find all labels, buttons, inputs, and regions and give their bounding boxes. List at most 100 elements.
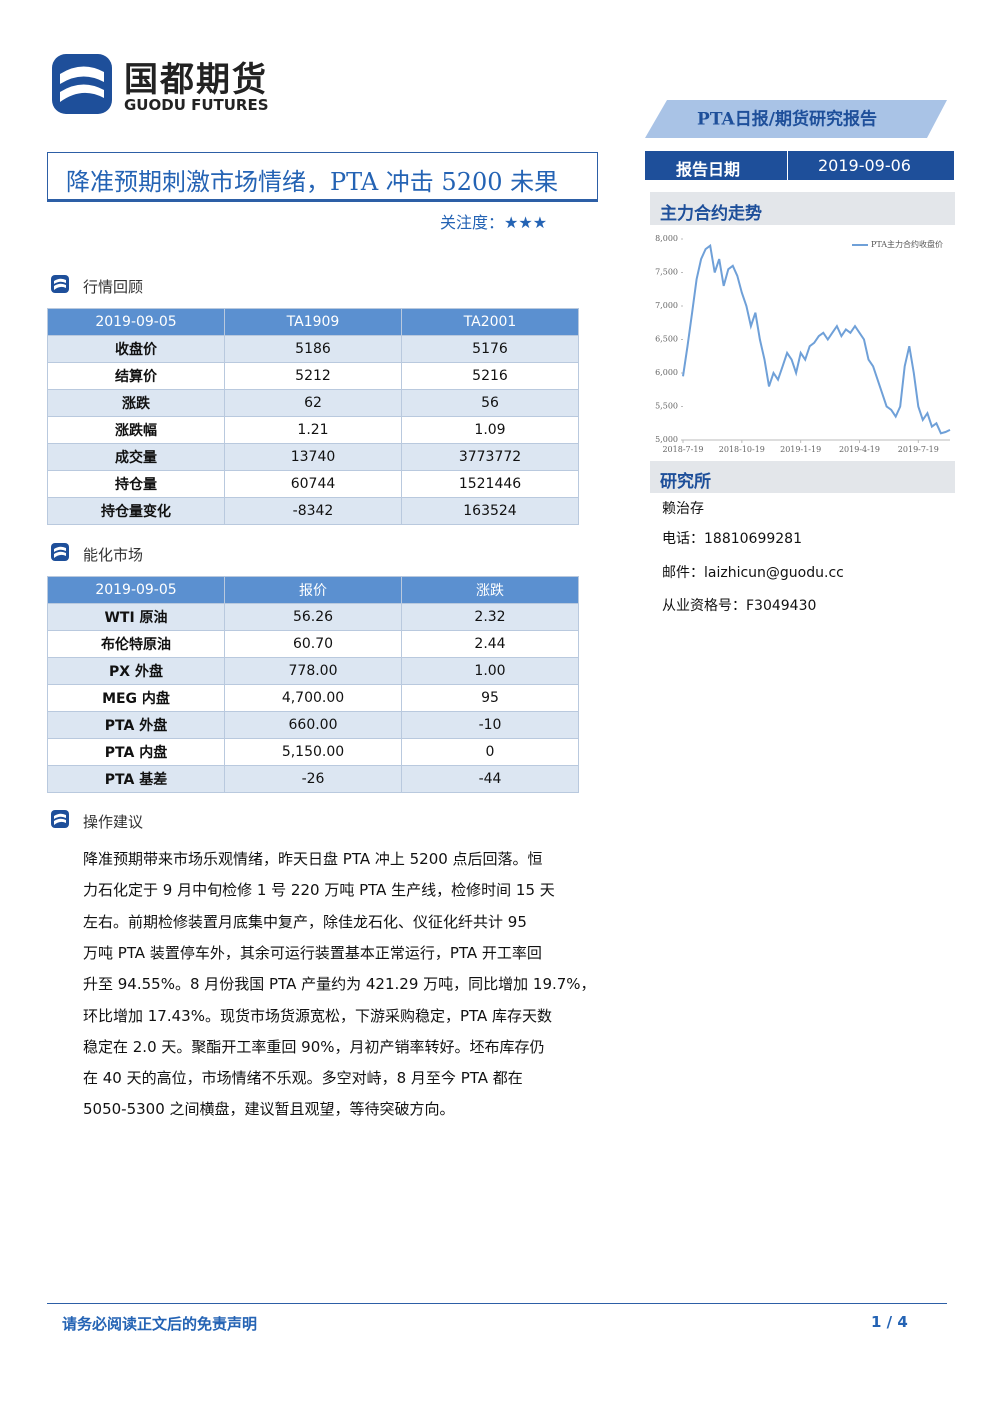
table-cell: 56 [401, 389, 579, 417]
title: 降准预期刺激市场情绪，PTA 冲击 5200 未果 [66, 168, 559, 196]
table-row: PTA 基差 -26 -44 [47, 765, 579, 793]
table-row: 持仓量 60744 1521446 [47, 470, 579, 498]
table-cell: 0 [401, 738, 579, 766]
attention-stars: ★★★ [504, 213, 548, 232]
section-icon [51, 275, 69, 293]
table-row: 涨跌幅 1.21 1.09 [47, 416, 579, 444]
table-cell: MEG 内盘 [47, 684, 225, 712]
table-row: 收盘价 5186 5176 [47, 335, 579, 363]
header-cell: 2019-09-05 [47, 308, 225, 336]
table-cell: 5176 [401, 335, 579, 363]
price-line [682, 243, 951, 435]
section-icon [51, 543, 69, 561]
page-number: 1 / 4 [871, 1313, 908, 1331]
section-heading: 操作建议 [83, 813, 144, 831]
logo-cn: 国都期货 [124, 60, 268, 100]
report-type: PTA日报/期货研究报告 [697, 109, 877, 130]
advice-line: 升至 94.55%。8 月份我国 PTA 产量约为 421.29 万吨，同比增加… [83, 975, 596, 994]
table-cell: PTA 外盘 [47, 711, 225, 739]
trend-header-bg [650, 192, 955, 225]
data-table: 2019-09-05 报价 涨跌 WTI 原油 56.26 2.32 布伦特原油 60.70 2… [47, 576, 579, 793]
x-tick-label: 2018-7-19 [662, 445, 703, 454]
advice-line: 稳定在 2.0 天。聚酯开工率重回 90%，月初产销率转好。坯布库存仍 [83, 1037, 545, 1056]
table-row: 涨跌 62 56 [47, 389, 579, 417]
data-table: 2019-09-05 TA1909 TA2001 收盘价 5186 5176 结算价 5212… [47, 308, 579, 525]
table-cell: 结算价 [47, 362, 225, 390]
advice-line: 降准预期带来市场乐观情绪，昨天日盘 PTA 冲上 5200 点后回落。恒 [83, 850, 543, 868]
table-cell: WTI 原油 [47, 603, 225, 631]
table-cell: -44 [401, 765, 579, 793]
table-cell: 1.21 [224, 416, 402, 444]
y-tick-label: 5,500 [655, 402, 678, 411]
date-bar [645, 151, 954, 180]
table-cell: 56.26 [224, 603, 402, 631]
table-cell: PTA 内盘 [47, 738, 225, 766]
table-row: PTA 内盘 5,150.00 0 [47, 738, 579, 766]
phone: 电话：18810699281 [662, 531, 802, 547]
table-cell: PTA 基差 [47, 765, 225, 793]
footer-rule [47, 1303, 947, 1304]
table-cell: 涨跌幅 [47, 416, 225, 444]
table-cell: 2.44 [401, 630, 579, 658]
table-cell: 3773772 [401, 443, 579, 471]
table-cell: -8342 [224, 497, 402, 525]
trend-heading: 主力合约走势 [660, 204, 762, 224]
table-header-row: 2019-09-05 TA1909 TA2001 [47, 308, 579, 336]
section-icon [51, 810, 69, 828]
header-cell: 报价 [224, 576, 402, 604]
table-row: PTA 外盘 660.00 -10 [47, 711, 579, 739]
header-cell: TA1909 [224, 308, 402, 336]
table-row: MEG 内盘 4,700.00 95 [47, 684, 579, 712]
y-tick-label: 5,000 [655, 435, 678, 444]
table-cell: 4,700.00 [224, 684, 402, 712]
table-cell: 涨跌 [47, 389, 225, 417]
table-cell: 778.00 [224, 657, 402, 685]
table-cell: 持仓量变化 [47, 497, 225, 525]
y-tick-label: 6,500 [655, 335, 678, 344]
date-value: 2019-09-06 [818, 156, 911, 175]
y-tick-label: 7,500 [655, 268, 678, 277]
advice-line: 环比增加 17.43%。现货市场货源宽松，下游采购稳定，PTA 库存天数 [83, 1006, 553, 1025]
table-cell: 1521446 [401, 470, 579, 498]
table-cell: -26 [224, 765, 402, 793]
table-row: 持仓量变化 -8342 163524 [47, 497, 579, 525]
x-tick-label: 2019-7-19 [898, 445, 939, 454]
table-cell: 163524 [401, 497, 579, 525]
advice-line: 左右。前期检修装置月底集中复产，除佳龙石化、仪征化纤共计 95 [83, 912, 527, 931]
advice-line: 力石化定于 9 月中旬检修 1 号 220 万吨 PTA 生产线，检修时间 15… [83, 881, 555, 900]
attention: 关注度：★★★ [440, 209, 547, 233]
table-cell: 13740 [224, 443, 402, 471]
trend-chart: 8,0007,5007,0006,5006,0005,5005,0002018-… [655, 234, 951, 454]
x-tick-label: 2019-4-19 [839, 445, 880, 454]
table-row: PX 外盘 778.00 1.00 [47, 657, 579, 685]
table-cell: 持仓量 [47, 470, 225, 498]
logo-en: GUODU FUTURES [124, 96, 269, 114]
table-header-row: 2019-09-05 报价 涨跌 [47, 576, 579, 604]
advice-line: 在 40 天的高位，市场情绪不乐观。多空对峙，8 月至今 PTA 都在 [83, 1069, 523, 1088]
license: 从业资格号：F3049430 [662, 598, 817, 614]
table-cell: 收盘价 [47, 335, 225, 363]
table-cell: 60.70 [224, 630, 402, 658]
table-row: 布伦特原油 60.70 2.44 [47, 630, 579, 658]
table-cell: 60744 [224, 470, 402, 498]
table-cell: 成交量 [47, 443, 225, 471]
date-label: 报告日期 [676, 160, 741, 179]
section-heading: 能化市场 [83, 546, 144, 564]
x-tick-label: 2018-10-19 [719, 445, 765, 454]
research-heading: 研究所 [660, 472, 711, 492]
attention-label: 关注度： [440, 213, 505, 232]
research-header-bg [650, 461, 955, 493]
table-cell: 660.00 [224, 711, 402, 739]
table-cell: 1.00 [401, 657, 579, 685]
table-cell: 5212 [224, 362, 402, 390]
table-cell: 2.32 [401, 603, 579, 631]
title-box [47, 152, 598, 202]
header-cell: 涨跌 [401, 576, 579, 604]
logo-icon [52, 54, 112, 114]
table-cell: 62 [224, 389, 402, 417]
date-divider [787, 151, 788, 180]
table-cell: 5216 [401, 362, 579, 390]
legend-label: PTA主力合约收盘价 [871, 239, 943, 249]
advice-line: 万吨 PTA 装置停车外，其余可运行装置基本正常运行，PTA 开工率回 [83, 943, 542, 962]
